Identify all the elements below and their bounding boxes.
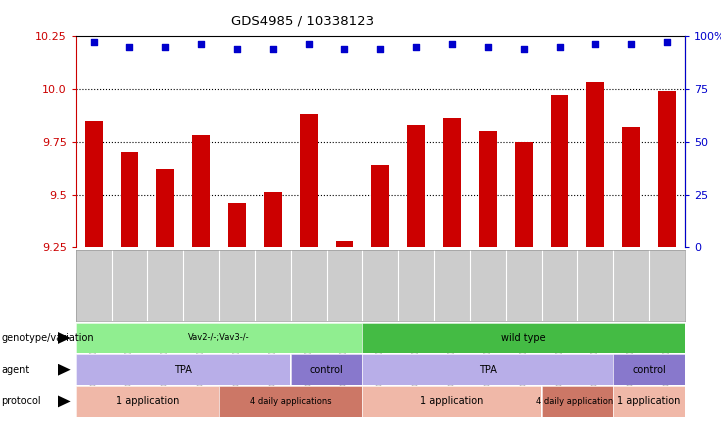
Bar: [622, 127, 640, 247]
Bar: [156, 169, 174, 247]
Text: 1 application: 1 application: [617, 396, 681, 407]
Point: [590, 41, 601, 48]
Bar: [335, 241, 353, 247]
Text: control: control: [309, 365, 343, 375]
Bar: [515, 142, 533, 247]
Point: [267, 45, 278, 52]
Text: protocol: protocol: [1, 396, 41, 407]
Bar: [264, 192, 282, 247]
Point: [195, 41, 207, 48]
Polygon shape: [58, 364, 71, 376]
Point: [231, 45, 243, 52]
Text: wild type: wild type: [501, 333, 546, 343]
Bar: [407, 125, 425, 247]
Bar: [658, 91, 676, 247]
Point: [446, 41, 458, 48]
Bar: [228, 203, 246, 247]
Bar: [479, 131, 497, 247]
Text: 4 daily applications: 4 daily applications: [249, 397, 332, 406]
Point: [625, 41, 637, 48]
Text: TPA: TPA: [479, 365, 497, 375]
Point: [554, 43, 565, 50]
Bar: [551, 95, 568, 247]
Polygon shape: [58, 332, 71, 344]
Point: [410, 43, 422, 50]
Text: 1 application: 1 application: [115, 396, 179, 407]
Bar: [300, 114, 318, 247]
Text: TPA: TPA: [174, 365, 192, 375]
Text: 4 daily applications: 4 daily applications: [536, 397, 618, 406]
Text: genotype/variation: genotype/variation: [1, 333, 94, 343]
Point: [482, 43, 494, 50]
Bar: [371, 165, 389, 247]
Point: [375, 45, 386, 52]
Bar: [84, 121, 102, 247]
Text: 1 application: 1 application: [420, 396, 484, 407]
Point: [88, 39, 99, 46]
Bar: [443, 118, 461, 247]
Text: Vav2-/-;Vav3-/-: Vav2-/-;Vav3-/-: [188, 333, 249, 343]
Bar: [193, 135, 210, 247]
Point: [159, 43, 171, 50]
Polygon shape: [58, 396, 71, 407]
Point: [124, 43, 136, 50]
Bar: [120, 152, 138, 247]
Point: [518, 45, 529, 52]
Point: [303, 41, 314, 48]
Text: GDS4985 / 10338123: GDS4985 / 10338123: [231, 15, 374, 28]
Text: agent: agent: [1, 365, 30, 375]
Point: [661, 39, 673, 46]
Point: [339, 45, 350, 52]
Text: control: control: [632, 365, 665, 375]
Bar: [586, 82, 604, 247]
